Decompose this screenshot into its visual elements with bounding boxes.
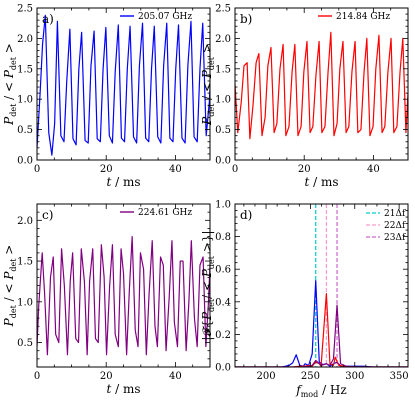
y-tick-label: 0.0 <box>17 156 33 167</box>
y-tick-label: 2.0 <box>17 34 33 45</box>
plot-frame <box>36 7 211 161</box>
y-axis-label: |𝓕{Pdet/ < Pdet >}| <box>200 230 216 340</box>
legend-entry: 224.61 GHz <box>138 208 192 218</box>
y-tick-label: 0.2 <box>215 330 231 341</box>
legend-entry: 205.07 GHz <box>138 12 192 22</box>
x-tick-label: 300 <box>345 371 364 382</box>
x-tick-label: 0 <box>34 371 40 382</box>
chart-panel-3: 0 20 40 0.5 1.0 1.5 2.0 c) t / ms Pdet / < Pdet >… <box>2 203 211 396</box>
series-line-1 <box>37 236 210 356</box>
y-axis-label: Pdet / < Pdet > <box>2 43 18 126</box>
series-line-3 <box>235 304 408 367</box>
y-tick-label: 2.0 <box>17 216 33 227</box>
x-tick-label: 40 <box>367 164 380 175</box>
y-tick-label: 0.6 <box>215 265 231 276</box>
y-tick-label: 2.5 <box>17 4 33 15</box>
y-axis-label: Pdet / < Pdet > <box>200 43 216 126</box>
x-tick-label: 40 <box>169 164 182 175</box>
panel-label: b) <box>240 12 252 26</box>
y-tick-label: 1.0 <box>215 95 231 106</box>
y-tick-label: 0.5 <box>215 125 231 136</box>
x-tick-label: 20 <box>100 371 113 382</box>
x-tick-label: 200 <box>257 371 276 382</box>
panel-label: d) <box>240 208 252 222</box>
x-tick-label: 250 <box>301 371 320 382</box>
series-line-1 <box>37 14 210 156</box>
x-tick-label: 0 <box>34 164 40 175</box>
x-axis-label: t / ms <box>106 382 140 396</box>
y-tick-label: 0.0 <box>215 363 231 374</box>
x-axis-label: t / ms <box>106 175 140 189</box>
legend-entry: 21Δf <box>384 209 406 219</box>
x-tick-label: 20 <box>298 164 311 175</box>
y-tick-label: 2.5 <box>215 4 231 15</box>
plot-frame <box>234 203 409 368</box>
x-tick-label: 40 <box>169 371 182 382</box>
legend-entry: 214.84 GHz <box>336 12 390 22</box>
y-tick-label: 0.4 <box>215 297 231 308</box>
plot-frame <box>234 7 409 161</box>
y-axis-label: Pdet / < Pdet > <box>2 245 18 328</box>
y-tick-label: 1.5 <box>215 64 231 75</box>
y-tick-label: 0.8 <box>215 232 231 243</box>
series-line-2 <box>235 293 408 367</box>
y-tick-label: 1.5 <box>17 257 33 268</box>
y-tick-label: 1.0 <box>215 200 231 211</box>
x-axis-label: t / ms <box>304 175 338 189</box>
y-tick-label: 0.5 <box>17 125 33 136</box>
legend-entry: 23Δf <box>384 233 406 243</box>
y-tick-label: 2.0 <box>215 34 231 45</box>
x-axis-label: fmod / Hz <box>295 383 346 399</box>
legend-entry: 22Δf <box>384 221 406 231</box>
x-tick-label: 20 <box>100 164 113 175</box>
y-tick-label: 0.5 <box>17 338 33 349</box>
x-tick-label: 0 <box>232 164 238 175</box>
chart-panel-4: 200 250 300 350 0.0 0.2 0.4 0.6 0.8 1.0 d) fmod / H… <box>200 200 409 400</box>
panel-label: c) <box>42 208 53 222</box>
x-tick-label: 350 <box>390 371 409 382</box>
y-tick-label: 1.0 <box>17 95 33 106</box>
chart-panel-1: 0 20 40 0.0 0.5 1.0 1.5 2.0 2.5 a) t / ms Pdet / < … <box>2 4 211 189</box>
panel-label: a) <box>42 12 54 26</box>
series-line-1 <box>235 31 408 140</box>
y-tick-label: 1.0 <box>17 297 33 308</box>
y-tick-label: 1.5 <box>17 64 33 75</box>
y-tick-label: 0.0 <box>215 156 231 167</box>
chart-panel-2: 0 20 40 0.0 0.5 1.0 1.5 2.0 2.5 b) t / ms Pdet / < … <box>200 4 409 189</box>
